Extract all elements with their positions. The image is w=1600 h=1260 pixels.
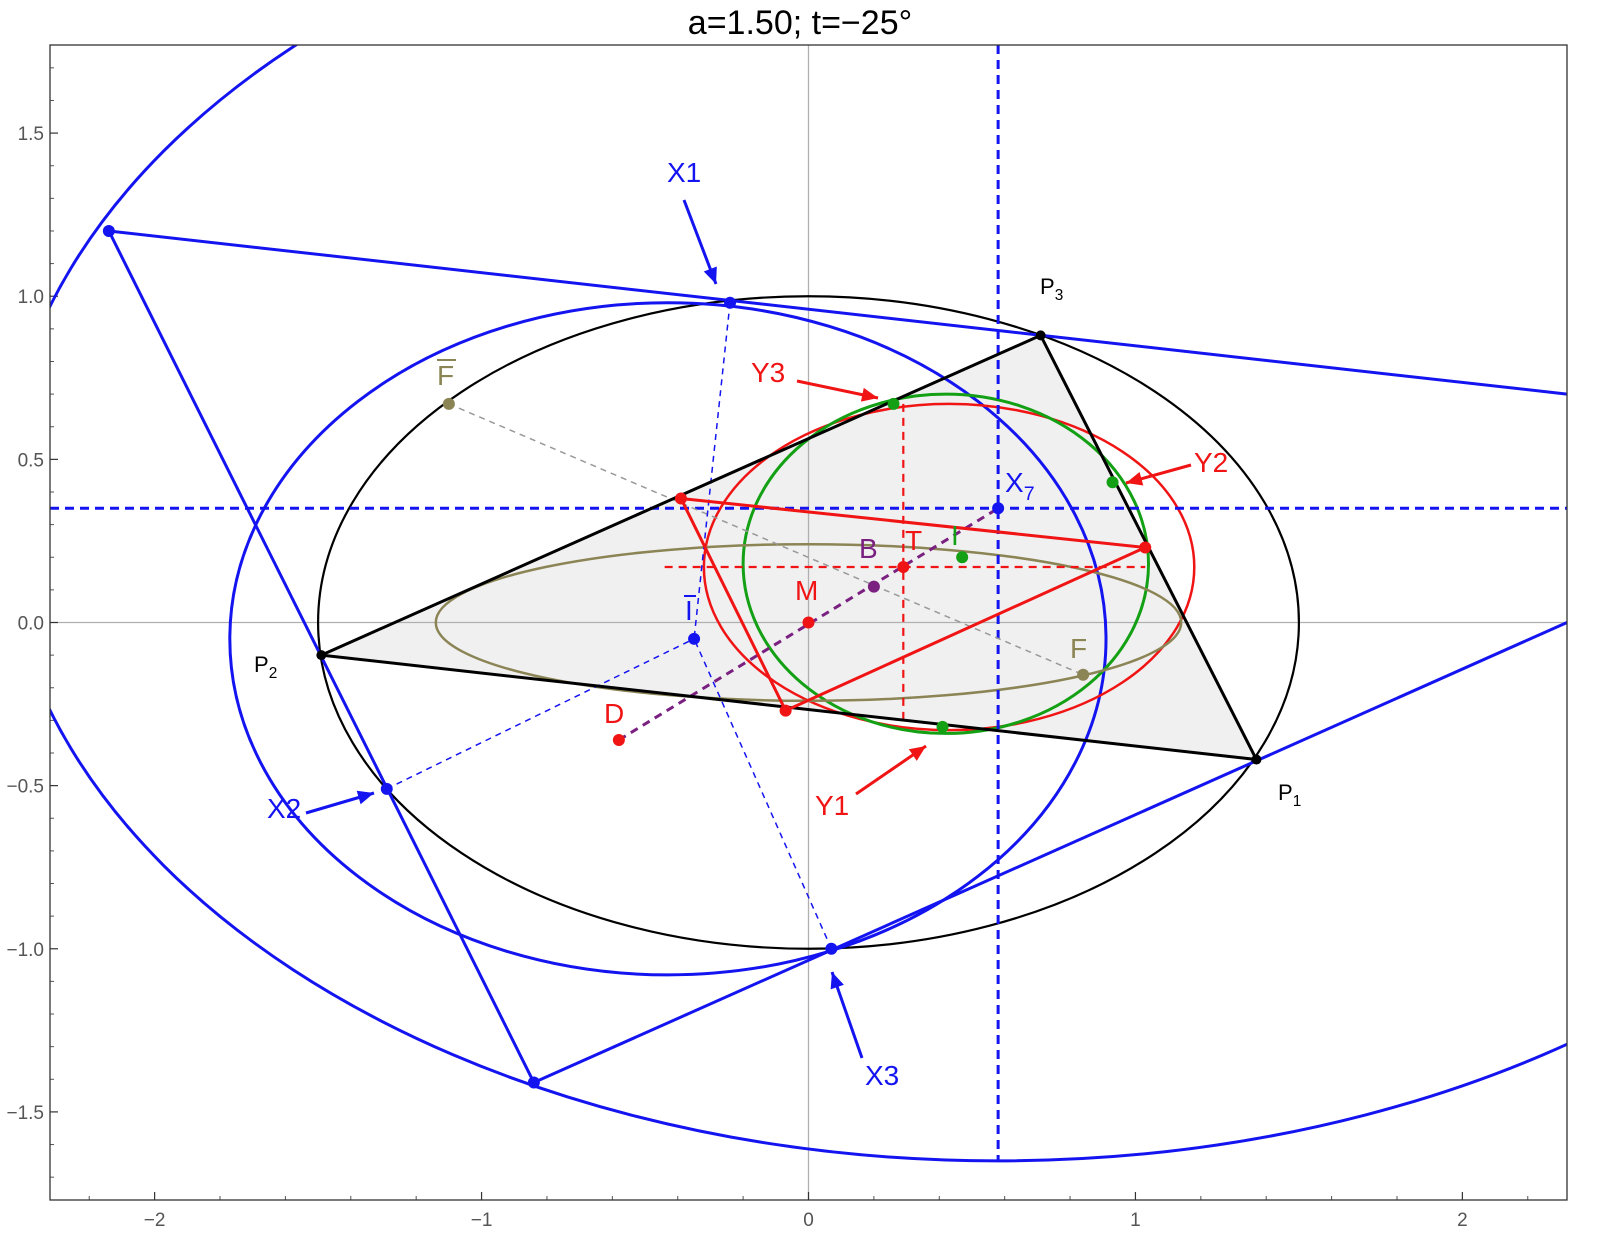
point-x1 bbox=[724, 296, 737, 309]
outer-ellipse bbox=[316, 295, 1301, 950]
point-y3 bbox=[887, 397, 900, 410]
label-m: M bbox=[795, 575, 818, 606]
label-t: T bbox=[905, 525, 922, 556]
point-x2 bbox=[380, 782, 393, 795]
chart-title: a=1.50; t=−25° bbox=[687, 4, 913, 42]
arrow-x2-head bbox=[356, 790, 374, 805]
vertex-p1 bbox=[1251, 754, 1262, 765]
point-r3 bbox=[779, 704, 792, 717]
y-tick-label: 1.0 bbox=[18, 287, 44, 308]
label-p3: P3 bbox=[1040, 274, 1063, 304]
y-tick-label: −1.0 bbox=[6, 940, 44, 961]
label-f: F bbox=[1070, 633, 1087, 664]
gray-dashed-focal-line bbox=[448, 403, 1084, 676]
label-b: B bbox=[859, 533, 878, 564]
label-y3: Y3 bbox=[751, 357, 785, 388]
label-p2: P2 bbox=[254, 652, 277, 682]
red-ellipse bbox=[702, 402, 1196, 732]
label-x2: X2 bbox=[267, 793, 301, 824]
point-r2 bbox=[1139, 541, 1152, 554]
red-triangle-side-1 bbox=[680, 497, 1146, 549]
blue-dashed-x2-ibar bbox=[386, 638, 695, 790]
label-i: I bbox=[951, 520, 959, 551]
label-d: D bbox=[604, 698, 624, 729]
point-t bbox=[897, 561, 910, 574]
point-e2 bbox=[527, 1076, 540, 1089]
label-y1: Y1 bbox=[815, 790, 849, 821]
point-e1 bbox=[102, 224, 115, 237]
point-x7 bbox=[992, 502, 1005, 515]
point-i bbox=[956, 551, 969, 564]
point-r1 bbox=[674, 492, 687, 505]
blue-dashed-x3-ibar bbox=[693, 638, 833, 950]
point-f bbox=[1077, 668, 1090, 681]
blue-tangent-bottom bbox=[533, 621, 1568, 1084]
x-tick-label: −2 bbox=[144, 1210, 166, 1231]
x-tick-label: −1 bbox=[471, 1210, 493, 1231]
blue-tangent-top bbox=[108, 229, 1568, 396]
vertex-p2 bbox=[316, 650, 327, 661]
arrow-x3-head bbox=[830, 972, 844, 990]
label-p2-subscript: 2 bbox=[269, 665, 278, 682]
vertex-p3 bbox=[1035, 330, 1046, 341]
label-x7-subscript: 7 bbox=[1024, 483, 1035, 505]
blue-circle bbox=[228, 301, 1108, 977]
plot-frame bbox=[49, 44, 1568, 1201]
red-triangle-side-3 bbox=[679, 497, 787, 712]
y-tick-label: −0.5 bbox=[6, 777, 44, 798]
blue-dashed-x1-ibar bbox=[693, 302, 731, 639]
point-b bbox=[867, 580, 880, 593]
label-x1: X1 bbox=[667, 157, 701, 188]
x-tick-label: 0 bbox=[803, 1210, 814, 1231]
point-y2 bbox=[1106, 476, 1119, 489]
label-p1: P1 bbox=[1278, 780, 1301, 810]
point-ibar bbox=[688, 632, 701, 645]
label-x3: X3 bbox=[865, 1060, 899, 1091]
y-tick-label: 0.5 bbox=[18, 450, 44, 471]
triangle-fill bbox=[321, 335, 1257, 760]
x-tick-label: 2 bbox=[1457, 1210, 1468, 1231]
arrow-y1-head bbox=[908, 746, 926, 761]
y-tick-label: 1.5 bbox=[18, 124, 44, 145]
arrow-y3-head bbox=[860, 387, 878, 402]
label-p1-subscript: 1 bbox=[1293, 793, 1302, 810]
point-y1 bbox=[936, 720, 949, 733]
label-y2: Y2 bbox=[1194, 447, 1228, 478]
label-p3-subscript: 3 bbox=[1055, 287, 1064, 304]
point-fbar bbox=[442, 397, 455, 410]
red-triangle-side-2 bbox=[784, 546, 1146, 712]
point-x3 bbox=[825, 942, 838, 955]
label-fbar: F bbox=[437, 360, 454, 391]
x-tick-label: 1 bbox=[1130, 1210, 1141, 1231]
arrow-y2-head bbox=[1126, 471, 1144, 486]
purple-dashed-line bbox=[618, 507, 999, 742]
label-ibar: I bbox=[685, 595, 693, 626]
y-tick-label: −1.5 bbox=[6, 1103, 44, 1124]
green-circle bbox=[741, 392, 1151, 735]
y-tick-label: 0.0 bbox=[18, 614, 44, 635]
arrow-x1-head bbox=[703, 266, 717, 284]
point-m bbox=[802, 616, 815, 629]
point-d bbox=[612, 733, 625, 746]
